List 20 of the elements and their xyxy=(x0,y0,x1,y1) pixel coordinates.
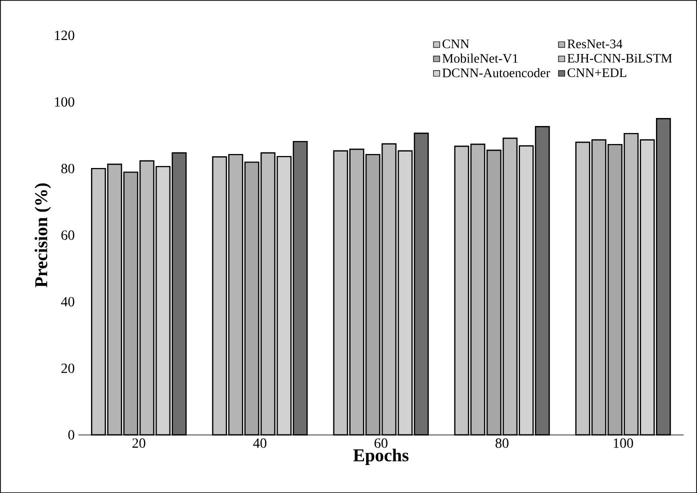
y-tick-label: 0 xyxy=(68,430,74,440)
y-tick-label: 120 xyxy=(55,30,74,40)
x-tick-label: 100 xyxy=(614,438,634,448)
legend-label: CNN xyxy=(442,39,470,48)
x-tick-label: 20 xyxy=(132,438,146,448)
y-tick-label: 80 xyxy=(61,164,74,174)
legend-label: ResNet-34 xyxy=(567,39,622,48)
legend-label: MobileNet-V1 xyxy=(442,54,518,63)
legend-label: DCNN-Autoencoder xyxy=(442,68,550,78)
y-tick-label: 20 xyxy=(61,363,74,373)
x-tick-label: 80 xyxy=(496,438,508,448)
legend-label: CNN+EDL xyxy=(568,68,626,77)
legend-label: EJH-CNN-BiLSTM xyxy=(567,54,672,62)
y-tick-label: 100 xyxy=(55,97,74,107)
x-tick-label: 60 xyxy=(374,438,388,448)
y-axis-title: Precision (%) xyxy=(34,183,51,288)
y-tick-label: 60 xyxy=(61,230,74,240)
x-tick-label: 40 xyxy=(253,438,266,448)
x-axis-title: Epochs xyxy=(353,448,409,465)
y-tick-label: 40 xyxy=(61,296,74,306)
